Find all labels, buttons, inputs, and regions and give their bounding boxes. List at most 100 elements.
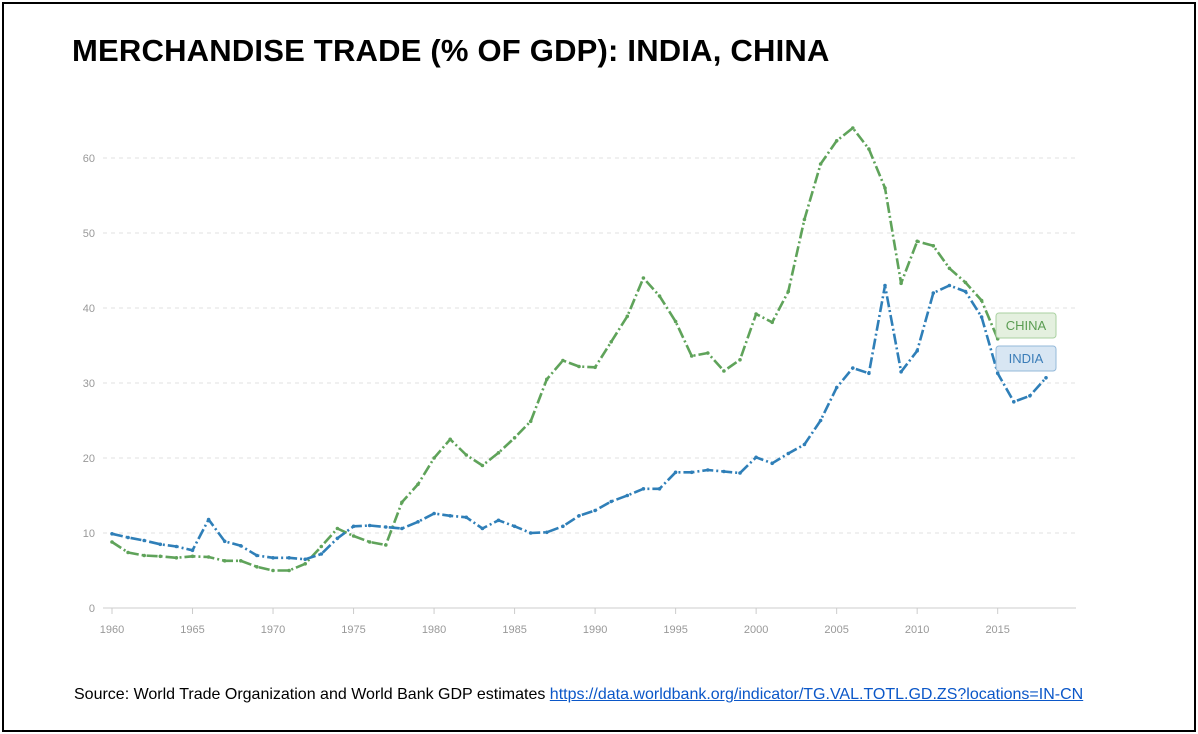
data-point-india-2004	[818, 418, 823, 423]
data-point-china-1972	[303, 562, 308, 566]
data-point-india-1975	[351, 524, 356, 529]
data-point-india-2017	[1028, 394, 1032, 398]
data-point-china-1962	[142, 553, 146, 558]
data-point-china-2002	[786, 289, 791, 294]
series-line-india	[111, 284, 1047, 561]
data-point-china-1980	[432, 456, 436, 460]
data-point-india-1960	[110, 532, 114, 536]
y-tick-label-30: 30	[83, 378, 95, 390]
data-point-china-1996	[689, 354, 694, 358]
data-point-china-2008	[883, 186, 887, 190]
series-lines	[110, 126, 1048, 573]
data-point-india-1962	[142, 538, 146, 543]
data-point-india-1964	[174, 544, 179, 549]
data-point-china-1999	[738, 358, 742, 362]
data-point-india-1977	[384, 525, 388, 529]
source-text: Source: World Trade Organization and Wor…	[74, 686, 546, 703]
data-point-india-2002	[786, 451, 791, 456]
data-point-india-1973	[319, 552, 324, 556]
data-point-india-1963	[158, 542, 163, 547]
data-point-china-1971	[287, 568, 291, 573]
data-point-china-2004	[818, 162, 823, 166]
data-point-india-1994	[657, 487, 662, 491]
data-point-india-1965	[190, 548, 195, 553]
y-tick-label-20: 20	[83, 453, 95, 465]
data-point-china-1961	[126, 550, 130, 555]
data-point-china-2005	[834, 139, 839, 143]
data-point-china-2006	[851, 126, 855, 130]
data-point-china-1987	[545, 377, 549, 382]
data-point-india-1969	[255, 553, 259, 558]
y-tick-label-50: 50	[83, 228, 95, 240]
data-point-india-2007	[867, 371, 871, 376]
data-point-india-1974	[335, 536, 340, 541]
data-point-china-1967	[222, 559, 227, 563]
x-tick-label-1970: 1970	[261, 624, 285, 636]
data-point-india-1981	[448, 514, 453, 518]
data-point-china-1960	[110, 540, 114, 544]
data-point-india-1970	[271, 556, 275, 560]
data-point-china-1968	[239, 559, 243, 563]
data-point-india-2013	[963, 289, 968, 294]
data-point-china-2007	[867, 147, 871, 151]
data-point-india-1976	[367, 523, 372, 528]
data-point-india-1992	[625, 493, 630, 498]
data-point-china-1964	[174, 556, 179, 560]
x-tick-label-1985: 1985	[502, 624, 526, 636]
data-point-china-1982	[464, 453, 469, 457]
data-point-china-1994	[657, 294, 662, 298]
data-point-india-1972	[303, 557, 308, 562]
data-point-india-2014	[979, 315, 984, 319]
data-point-china-1969	[255, 565, 259, 569]
data-point-china-1974	[335, 526, 340, 531]
data-point-china-1978	[400, 500, 404, 505]
data-point-china-1985	[512, 436, 517, 440]
data-point-india-2006	[851, 366, 855, 370]
data-point-india-2003	[802, 442, 807, 447]
data-point-china-2011	[931, 244, 936, 248]
data-point-china-1979	[416, 482, 420, 487]
data-point-india-1984	[496, 518, 501, 523]
data-point-india-1983	[480, 526, 485, 531]
source-link[interactable]: https://data.worldbank.org/indicator/TG.…	[549, 686, 1084, 703]
data-point-india-1978	[400, 526, 404, 531]
source-note: Source: World Trade Organization and Wor…	[74, 686, 1083, 704]
series-labels: CHINA INDIA	[995, 312, 1057, 372]
series-label-india: INDIA	[1009, 351, 1044, 366]
data-point-india-1985	[512, 524, 517, 529]
x-tick-label-1980: 1980	[422, 624, 446, 636]
series-label-box-china	[995, 312, 1057, 339]
data-point-india-1961	[126, 535, 130, 540]
data-point-india-1971	[287, 556, 291, 560]
data-point-india-1997	[706, 468, 710, 472]
data-point-china-1988	[561, 358, 565, 363]
x-tick-label-1995: 1995	[663, 624, 687, 636]
y-tick-label-0: 0	[89, 603, 95, 615]
x-tick-label-1990: 1990	[583, 624, 607, 636]
data-point-india-1998	[722, 469, 726, 474]
x-tick-label-2015: 2015	[985, 624, 1009, 636]
data-point-india-2000	[754, 455, 758, 460]
data-point-china-2003	[802, 217, 807, 222]
data-point-india-1968	[239, 544, 243, 548]
data-point-china-1981	[448, 437, 453, 442]
data-point-india-2005	[834, 385, 839, 390]
data-point-china-1990	[593, 365, 597, 370]
data-point-india-2012	[947, 283, 952, 288]
data-point-china-1965	[190, 554, 195, 559]
data-point-india-2001	[770, 461, 774, 466]
data-point-china-1997	[706, 351, 710, 355]
data-point-china-1976	[367, 540, 372, 544]
data-point-china-1966	[206, 555, 211, 559]
data-point-india-2016	[1012, 400, 1016, 404]
x-tick-label-1960: 1960	[100, 624, 124, 636]
data-point-china-2010	[915, 239, 919, 244]
data-point-india-1999	[738, 471, 742, 475]
data-point-india-1986	[528, 531, 533, 535]
data-point-india-2011	[931, 291, 936, 295]
data-point-china-2012	[947, 266, 952, 271]
data-point-china-1989	[577, 364, 581, 369]
data-point-india-1982	[464, 515, 469, 520]
data-point-china-2001	[770, 320, 774, 325]
